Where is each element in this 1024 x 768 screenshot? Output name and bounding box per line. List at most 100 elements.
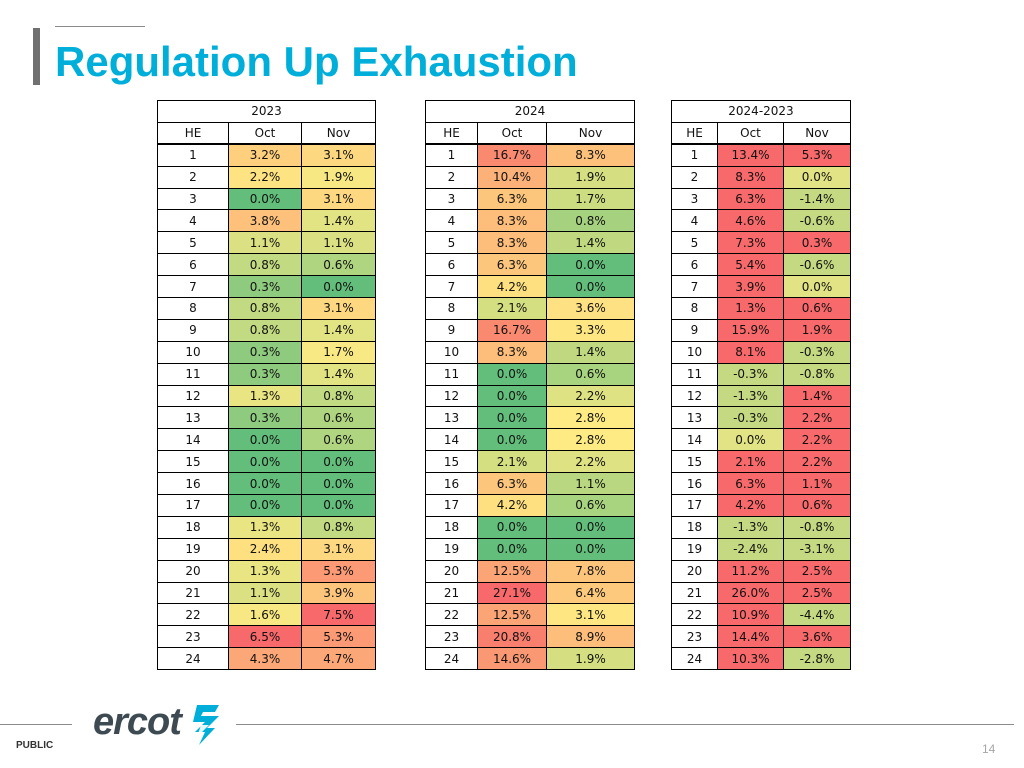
oct-value-cell: 0.3% [228,406,302,430]
oct-value-cell: 0.0% [477,384,547,408]
hour-ending-cell: 10 [157,340,229,364]
table-row: 10 8.3% 1.4% [425,340,635,364]
hour-ending-cell: 14 [425,428,478,452]
oct-value-cell: -1.3% [717,384,784,408]
nov-value-cell: 1.7% [301,340,376,364]
table-row: 22 1.6% 7.5% [157,603,376,627]
hour-ending-cell: 6 [425,253,478,277]
hour-ending-cell: 23 [425,625,478,649]
table-row: 8 1.3% 0.6% [671,297,851,320]
nov-value-cell: 5.3% [301,559,376,583]
hour-ending-cell: 23 [157,625,229,649]
oct-value-cell: 0.0% [477,428,547,452]
table-row: 21 1.1% 3.9% [157,581,376,605]
table-row: 3 0.0% 3.1% [157,187,376,211]
oct-value-cell: 13.4% [717,143,784,167]
table-row: 1 3.2% 3.1% [157,143,376,167]
oct-value-cell: 16.7% [477,143,547,167]
oct-value-cell: 2.4% [228,537,302,561]
table-row: 20 11.2% 2.5% [671,559,851,583]
table-row: 5 8.3% 1.4% [425,231,635,255]
column-header-he: HE [157,121,229,146]
nov-value-cell: 0.0% [783,275,851,299]
nov-value-cell: 0.0% [546,537,635,561]
nov-value-cell: 1.9% [783,318,851,342]
table-row: 5 7.3% 0.3% [671,231,851,255]
table-row: 15 0.0% 0.0% [157,450,376,474]
hour-ending-cell: 1 [671,143,718,167]
table-2024: 2024 HE Oct Nov 1 16.7% 8.3% 2 10.4% 1.9% 3 6.3… [425,100,635,671]
oct-value-cell: 0.0% [477,362,547,386]
oct-value-cell: 3.9% [717,275,784,299]
oct-value-cell: 3.8% [228,209,302,233]
nov-value-cell: 2.2% [783,450,851,474]
nov-value-cell: 6.4% [546,581,635,605]
oct-value-cell: 1.1% [228,231,302,255]
column-header-oct: Oct [717,121,784,146]
oct-value-cell: 2.2% [228,165,302,189]
nov-value-cell: -4.4% [783,603,851,627]
hour-ending-cell: 21 [157,581,229,605]
oct-value-cell: 2.1% [717,450,784,474]
table-row: 8 2.1% 3.6% [425,297,635,320]
hour-ending-cell: 4 [157,209,229,233]
oct-value-cell: 26.0% [717,581,784,605]
table-row: 13 -0.3% 2.2% [671,406,851,430]
hour-ending-cell: 12 [671,384,718,408]
nov-value-cell: 0.8% [546,209,635,233]
hour-ending-cell: 24 [157,647,229,671]
nov-value-cell: 1.9% [301,165,376,189]
hour-ending-cell: 19 [671,537,718,561]
oct-value-cell: 1.1% [228,581,302,605]
hour-ending-cell: 2 [671,165,718,189]
oct-value-cell: 14.4% [717,625,784,649]
hour-ending-cell: 5 [425,231,478,255]
oct-value-cell: 10.3% [717,647,784,671]
column-header-nov: Nov [783,121,851,146]
hour-ending-cell: 18 [671,515,718,539]
hour-ending-cell: 10 [425,340,478,364]
nov-value-cell: 0.3% [783,231,851,255]
column-header-oct: Oct [477,121,547,146]
hour-ending-cell: 15 [425,450,478,474]
oct-value-cell: 8.3% [477,231,547,255]
top-rule [55,26,145,27]
hour-ending-cell: 14 [157,428,229,452]
oct-value-cell: 0.3% [228,340,302,364]
column-header-nov: Nov [546,121,635,146]
hour-ending-cell: 20 [157,559,229,583]
nov-value-cell: 7.8% [546,559,635,583]
oct-value-cell: 0.8% [228,297,302,320]
oct-value-cell: 0.0% [228,450,302,474]
nov-value-cell: 3.6% [546,297,635,320]
hour-ending-cell: 11 [157,362,229,386]
table-row: 10 0.3% 1.7% [157,340,376,364]
table-row: 4 4.6% -0.6% [671,209,851,233]
nov-value-cell: -0.3% [783,340,851,364]
oct-value-cell: 12.5% [477,559,547,583]
nov-value-cell: 2.2% [783,406,851,430]
hour-ending-cell: 1 [157,143,229,167]
hour-ending-cell: 2 [425,165,478,189]
oct-value-cell: 2.1% [477,297,547,320]
table-row: 9 15.9% 1.9% [671,318,851,342]
table-row: 7 4.2% 0.0% [425,275,635,299]
table-row: 18 -1.3% -0.8% [671,515,851,539]
table-row: 4 8.3% 0.8% [425,209,635,233]
footer-rule [0,724,72,725]
page-number: 14 [982,742,996,756]
nov-value-cell: 2.5% [783,559,851,583]
table-row: 18 0.0% 0.0% [425,515,635,539]
oct-value-cell: 10.9% [717,603,784,627]
hour-ending-cell: 18 [425,515,478,539]
oct-value-cell: 3.2% [228,143,302,167]
oct-value-cell: 0.0% [477,406,547,430]
table-row: 12 -1.3% 1.4% [671,384,851,408]
nov-value-cell: 2.8% [546,406,635,430]
nov-value-cell: 3.6% [783,625,851,649]
oct-value-cell: 4.3% [228,647,302,671]
nov-value-cell: 4.7% [301,647,376,671]
table-row: 16 0.0% 0.0% [157,472,376,496]
hour-ending-cell: 1 [425,143,478,167]
column-header-nov: Nov [301,121,376,146]
